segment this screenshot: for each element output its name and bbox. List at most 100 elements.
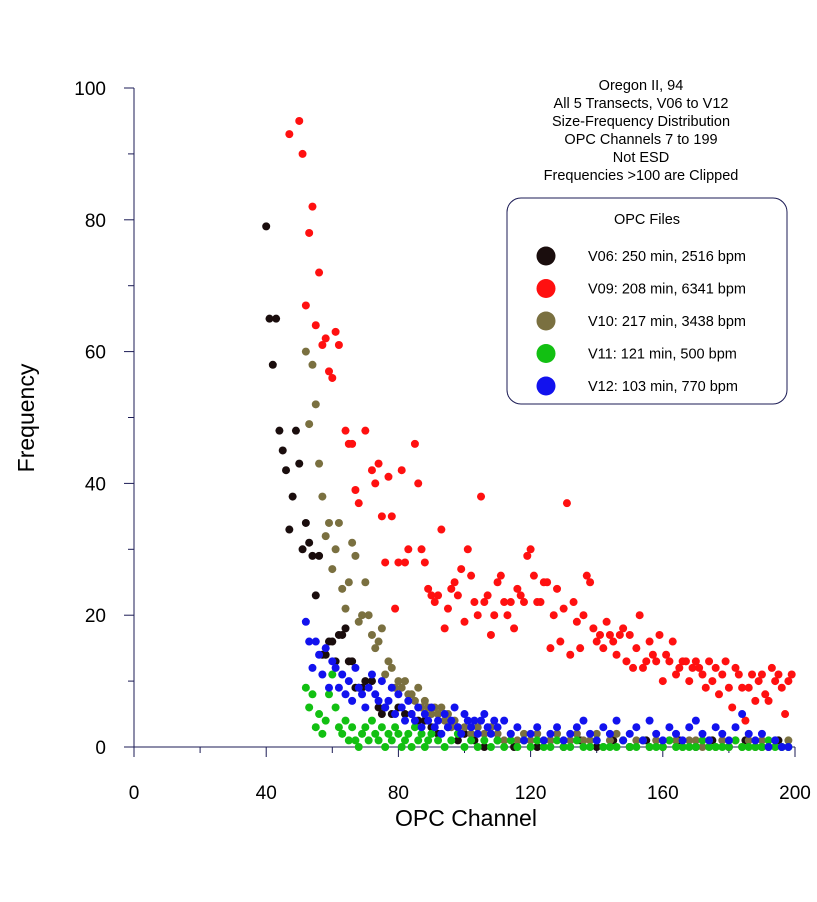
data-point	[625, 729, 634, 738]
data-point	[701, 683, 710, 692]
series-2	[285, 116, 796, 725]
data-point	[311, 591, 320, 600]
data-point	[724, 743, 733, 751]
data-point	[784, 743, 793, 751]
data-point	[569, 598, 578, 607]
data-point	[447, 736, 456, 745]
data-point	[586, 736, 595, 745]
legend-item: V10: 217 min, 3438 bpm	[536, 311, 746, 331]
title-line: Not ESD	[613, 150, 669, 166]
legend-item: V06: 250 min, 2516 bpm	[536, 246, 746, 266]
data-point	[566, 743, 575, 751]
data-point	[549, 611, 558, 620]
data-point	[334, 683, 343, 692]
data-point	[440, 710, 449, 719]
legend-label: V10: 217 min, 3438 bpm	[588, 314, 746, 330]
data-point	[460, 617, 469, 626]
data-point	[450, 703, 459, 712]
data-point	[391, 723, 400, 732]
data-point	[533, 729, 542, 738]
data-point	[364, 611, 373, 620]
data-point	[711, 723, 720, 732]
data-point	[338, 670, 347, 679]
data-point	[751, 743, 760, 751]
data-point	[381, 558, 390, 567]
data-point	[665, 736, 674, 745]
data-point	[361, 723, 370, 732]
data-point	[298, 545, 307, 554]
data-point	[404, 545, 413, 554]
data-point	[685, 677, 694, 686]
data-point	[483, 723, 492, 732]
data-point	[582, 571, 591, 580]
data-point	[645, 743, 654, 751]
data-point	[285, 525, 294, 534]
data-point	[486, 729, 495, 738]
legend-item: V12: 103 min, 770 bpm	[536, 376, 738, 396]
data-point	[447, 584, 456, 593]
data-point	[486, 743, 495, 751]
data-point	[553, 584, 562, 593]
data-point	[718, 729, 727, 738]
data-point	[404, 696, 413, 705]
data-point	[407, 710, 416, 719]
data-point	[361, 703, 370, 712]
data-point	[767, 663, 776, 672]
data-point	[301, 518, 310, 527]
data-point	[536, 598, 545, 607]
data-point	[566, 650, 575, 659]
data-point	[440, 624, 449, 633]
data-point	[401, 677, 410, 686]
data-point	[781, 710, 790, 719]
data-point	[318, 492, 327, 501]
data-point	[407, 743, 416, 751]
data-point	[278, 446, 287, 455]
data-point	[572, 617, 581, 626]
data-point	[605, 729, 614, 738]
data-point	[341, 624, 350, 633]
data-point	[434, 716, 443, 725]
legend-marker	[536, 376, 556, 396]
data-point	[427, 591, 436, 600]
data-point	[480, 743, 489, 751]
data-point	[777, 683, 786, 692]
data-point	[295, 459, 304, 468]
data-point	[453, 591, 462, 600]
data-point	[437, 729, 446, 738]
data-point	[586, 743, 595, 751]
data-point	[344, 677, 353, 686]
data-point	[410, 439, 419, 448]
data-point	[516, 591, 525, 600]
data-point	[691, 736, 700, 745]
data-point	[467, 723, 476, 732]
data-point	[420, 743, 429, 751]
data-point	[364, 683, 373, 692]
data-point	[705, 743, 714, 751]
data-point	[615, 630, 624, 639]
data-point	[665, 657, 674, 666]
data-point	[305, 538, 314, 547]
data-point	[344, 736, 353, 745]
data-point	[513, 743, 522, 751]
data-point	[305, 228, 314, 237]
data-point	[473, 743, 482, 751]
data-point	[648, 650, 657, 659]
data-point	[371, 729, 380, 738]
data-point	[387, 683, 396, 692]
data-point	[331, 663, 340, 672]
data-point	[315, 268, 324, 277]
data-point	[384, 657, 393, 666]
data-point	[414, 479, 423, 488]
data-point	[744, 736, 753, 745]
data-point	[348, 657, 357, 666]
data-point	[751, 696, 760, 705]
data-point	[632, 736, 641, 745]
data-point	[391, 710, 400, 719]
data-point	[539, 736, 548, 745]
legend-item: V09: 208 min, 6341 bpm	[536, 279, 746, 298]
data-point	[311, 321, 320, 330]
data-point	[460, 723, 469, 732]
data-point	[589, 624, 598, 633]
data-point	[754, 677, 763, 686]
data-point	[434, 591, 443, 600]
